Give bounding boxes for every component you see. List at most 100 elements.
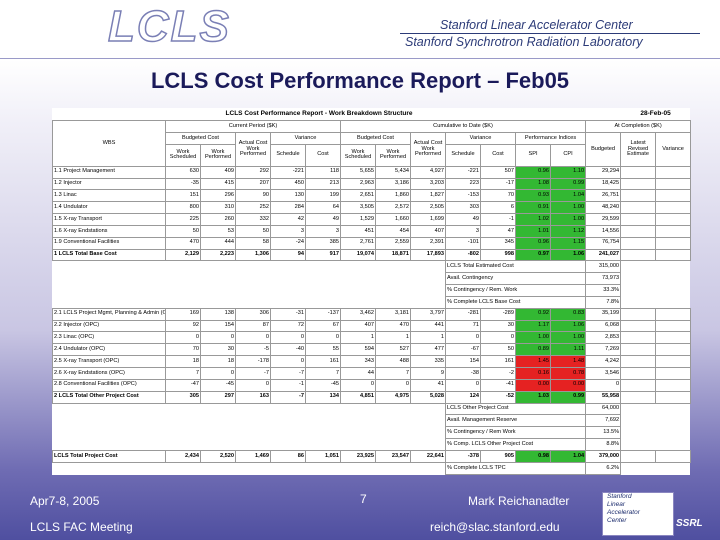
empty-cell	[53, 261, 446, 273]
logo-text: Accelerator	[607, 509, 640, 516]
value-cell: 488	[375, 355, 411, 369]
wbs-label: 1.3 Linac	[52, 189, 166, 203]
value-cell: 2,129	[165, 248, 201, 262]
value-cell: -7	[270, 390, 306, 404]
value-cell: 1.48	[549, 355, 587, 369]
summary-label: % Comp. LCLS Other Project Cost	[444, 438, 587, 451]
summary-value: 7.8%	[585, 295, 622, 309]
value-cell: 5,655	[340, 165, 376, 179]
value-cell: 18,871	[375, 248, 411, 262]
summary-value: 13.5%	[585, 426, 622, 440]
value-cell: 0.96	[515, 236, 551, 250]
value-cell: 2,391	[410, 236, 446, 250]
footer-meeting: LCLS FAC Meeting	[30, 520, 133, 534]
value-cell: -7	[235, 367, 271, 380]
value-cell: -17	[480, 177, 516, 191]
empty-cell	[655, 319, 692, 333]
value-cell: 1,860	[375, 189, 411, 203]
value-cell: 1,529	[340, 213, 376, 226]
value-cell: 1,051	[305, 449, 341, 463]
column-header: WBS	[52, 120, 166, 167]
value-cell: 44	[340, 367, 376, 380]
value-cell: 161	[480, 355, 516, 369]
wbs-label: 2.3 Linac (OPC)	[52, 331, 166, 345]
value-cell: 18,425	[585, 177, 622, 191]
table-row: 2.2 Injector (OPC) 92 154 87 72 67 407 470 441 71…	[52, 319, 692, 333]
value-cell: 53	[200, 224, 236, 238]
value-cell: -221	[270, 165, 306, 179]
wbs-label: 2.2 Injector (OPC)	[52, 319, 166, 333]
institution-logo: Stanford Linear Accelerator Center	[602, 492, 674, 536]
table-row: 2.8 Conventional Facilities (OPC) -47 -45 0…	[52, 378, 692, 392]
wbs-label: LCLS Total Project Cost	[52, 449, 166, 463]
value-cell: 0	[480, 331, 516, 345]
value-cell: 1.12	[549, 224, 587, 238]
empty-cell	[621, 462, 691, 474]
value-cell: 3,505	[340, 201, 376, 215]
wbs-label: 1 LCLS Total Base Cost	[52, 248, 166, 262]
value-cell: 35,199	[585, 307, 622, 321]
value-cell: 0.89	[515, 343, 551, 357]
empty-cell	[53, 439, 446, 451]
summary-label: % Complete LCLS TPC	[444, 461, 587, 476]
sub-header: Variance	[445, 131, 516, 145]
value-cell: 2,853	[585, 331, 622, 345]
value-cell: 87	[235, 319, 271, 333]
value-cell: 2,505	[410, 201, 446, 215]
empty-cell	[53, 285, 446, 297]
value-cell: 90	[235, 189, 271, 203]
value-cell: 1.06	[549, 319, 587, 333]
empty-cell	[655, 189, 692, 203]
value-cell: 0	[305, 331, 341, 345]
value-cell: 23,925	[340, 449, 376, 463]
table-row: % Comp. LCLS Other Project Cost 8.8%	[53, 438, 691, 451]
sub-header: Latest Revised Estimate	[620, 131, 657, 167]
summary-label: % Complete LCLS Base Cost	[444, 295, 587, 309]
table-row: 1.5 X-ray Transport 225 260 332 42 49 1,529 1,6…	[52, 213, 692, 226]
slide-title: LCLS Cost Performance Report – Feb05	[150, 68, 570, 93]
value-cell: 0	[165, 331, 201, 345]
wbs-label: 1.1 Project Management	[52, 165, 166, 179]
value-cell: 0.93	[515, 189, 551, 203]
value-cell: -7	[270, 367, 306, 380]
value-cell: 1,469	[235, 449, 271, 463]
empty-cell	[53, 296, 446, 308]
table-row: 2.4 Undulator (OPC) 70 30 -5 -40 55 594 527 477-…	[52, 343, 692, 357]
empty-cell	[620, 319, 657, 333]
column-header: Cost	[480, 143, 516, 167]
value-cell: 2,434	[165, 449, 201, 463]
value-cell: 305	[165, 390, 201, 404]
value-cell: 284	[270, 201, 306, 215]
value-cell: 50	[165, 224, 201, 238]
group-header: At Completion ($K)	[585, 120, 692, 133]
wbs-label: 2 LCLS Total Other Project Cost	[52, 390, 166, 404]
sub-header: Performance Indices	[514, 131, 587, 145]
empty-cell	[620, 307, 657, 321]
value-cell: -101	[445, 236, 481, 250]
column-header: Schedule	[270, 143, 306, 167]
empty-cell	[620, 248, 657, 262]
value-cell: 1.00	[549, 213, 587, 226]
sub-header: Budgeted	[585, 131, 622, 167]
value-cell: 225	[165, 213, 201, 226]
value-cell: 343	[340, 355, 376, 369]
table-row: 2.3 Linac (OPC) 0 0 0 0 0 1 1 1 0 0 1.00 1.00 2,853	[52, 331, 692, 345]
value-cell: 55	[305, 343, 341, 357]
value-cell: 41	[410, 378, 446, 392]
value-cell: 2,761	[340, 236, 376, 250]
value-cell: 0	[375, 378, 411, 392]
value-cell: 14,556	[585, 224, 622, 238]
table-row: 1.1 Project Management 630 409 292 -221 118 5,…	[52, 165, 692, 179]
sub-header: Actual Cost Work Performed	[235, 131, 271, 167]
table-row: 1.2 Injector -35 415 207 450 213 2,963 3,186 3,2…	[52, 177, 692, 191]
summary-value: 7,692	[585, 414, 622, 428]
value-cell: 1.10	[549, 165, 587, 179]
value-cell: 3	[270, 224, 306, 238]
value-cell: 118	[305, 165, 341, 179]
value-cell: -41	[480, 378, 516, 392]
column-header: Work Performed	[375, 143, 411, 167]
value-cell: -24	[270, 236, 306, 250]
value-cell: 67	[305, 319, 341, 333]
value-cell: 407	[410, 224, 446, 238]
value-cell: 4,927	[410, 165, 446, 179]
